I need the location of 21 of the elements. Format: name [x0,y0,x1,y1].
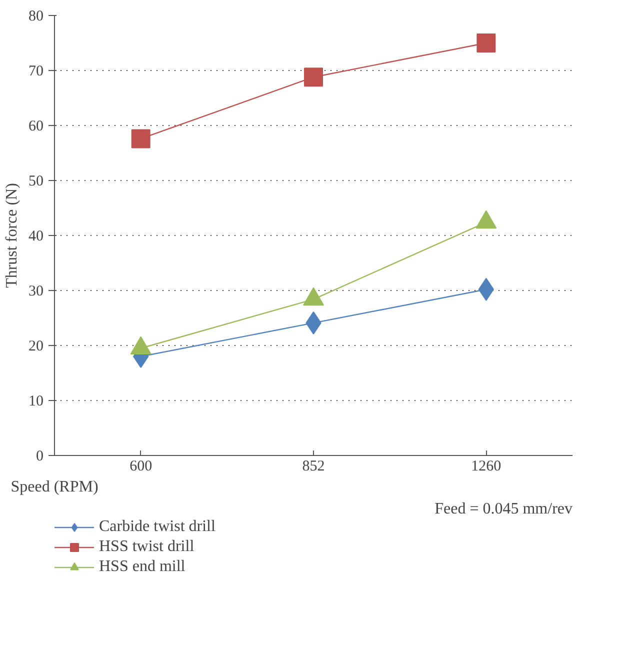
x-tick-label: 1260 [471,458,502,474]
y-tick-label: 50 [28,174,44,190]
y-tick-label: 0 [36,448,44,464]
y-tick-label: 80 [28,8,44,24]
y-axis-title: Thrust force (N) [4,183,20,288]
x-tick-label: 600 [130,458,152,474]
y-tick-label: 10 [28,394,44,410]
legend-label: HSS end mill [99,557,186,577]
y-tick-label: 70 [28,64,44,80]
x-axis-title: Speed (RPM) [10,478,98,496]
legend-label: HSS twist drill [99,537,194,557]
point [476,34,496,52]
legend-label: Carbide twist drill [99,517,216,537]
y-tick-label: 60 [28,118,44,134]
y-tick-label: 20 [28,338,44,354]
point [304,68,323,87]
point [131,129,150,148]
y-tick-label: 30 [28,284,44,300]
y-tick-label: 40 [28,228,44,244]
x-tick-label: 852 [302,458,325,474]
text: Feed = 0.045 mm/rev [434,500,572,518]
